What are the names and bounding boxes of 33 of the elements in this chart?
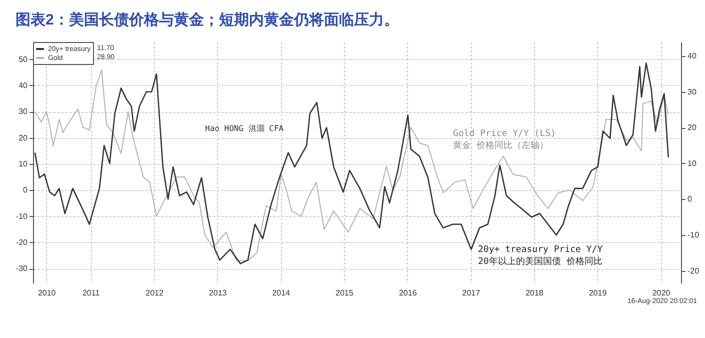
x-tick-label: 2013 xyxy=(208,288,228,298)
annotation: 20y+ treasury Price Y/Y xyxy=(478,245,604,255)
y-tick-label: 10 xyxy=(18,159,28,168)
y2-tick-label: 40 xyxy=(688,51,697,60)
y2-tick-label: -20 xyxy=(688,266,700,276)
x-tick-label: 2018 xyxy=(526,288,544,298)
x-tick-label: 2012 xyxy=(146,288,164,298)
annotation: Gold Price Y/Y (LS) xyxy=(453,129,556,139)
y-tick-label: 40 xyxy=(18,80,28,90)
y2-tick-label: 0 xyxy=(688,194,692,204)
y-tick-label: 50 xyxy=(18,54,28,64)
x-tick-label: 2020 xyxy=(652,288,671,298)
y2-tick-label: 10 xyxy=(688,158,697,168)
y-tick-label: -20 xyxy=(16,238,28,247)
y2-tick-label: -10 xyxy=(688,230,700,240)
y-tick-label: 20 xyxy=(18,133,28,142)
chart-title: 图表2：美国长债价格与黄金；短期内黄金仍将面临压力。 xyxy=(15,10,399,28)
annotation: 黄金 价格同比（左轴） xyxy=(453,140,548,151)
x-tick-label: 2019 xyxy=(588,288,608,298)
y2-tick-label: 20 xyxy=(688,123,697,132)
y2-tick-label: 30 xyxy=(688,87,697,96)
y-tick-label: -30 xyxy=(16,264,28,274)
annotation: 20年以上的美国国债 价格同比 xyxy=(478,256,602,267)
x-tick-label: 2016 xyxy=(398,288,418,298)
x-tick-label: 2010 xyxy=(38,288,56,298)
y-tick-label: 0 xyxy=(23,186,28,195)
annotation: Hao HONG 洪灝 CFA xyxy=(205,124,284,133)
x-tick-label: 2011 xyxy=(82,288,100,298)
x-tick-label: 2017 xyxy=(462,288,481,298)
y-tick-label: 30 xyxy=(18,107,28,116)
y-tick-label: -10 xyxy=(16,212,28,221)
x-tick-label: 2015 xyxy=(336,288,354,298)
x-tick-label: 2014 xyxy=(272,288,291,298)
